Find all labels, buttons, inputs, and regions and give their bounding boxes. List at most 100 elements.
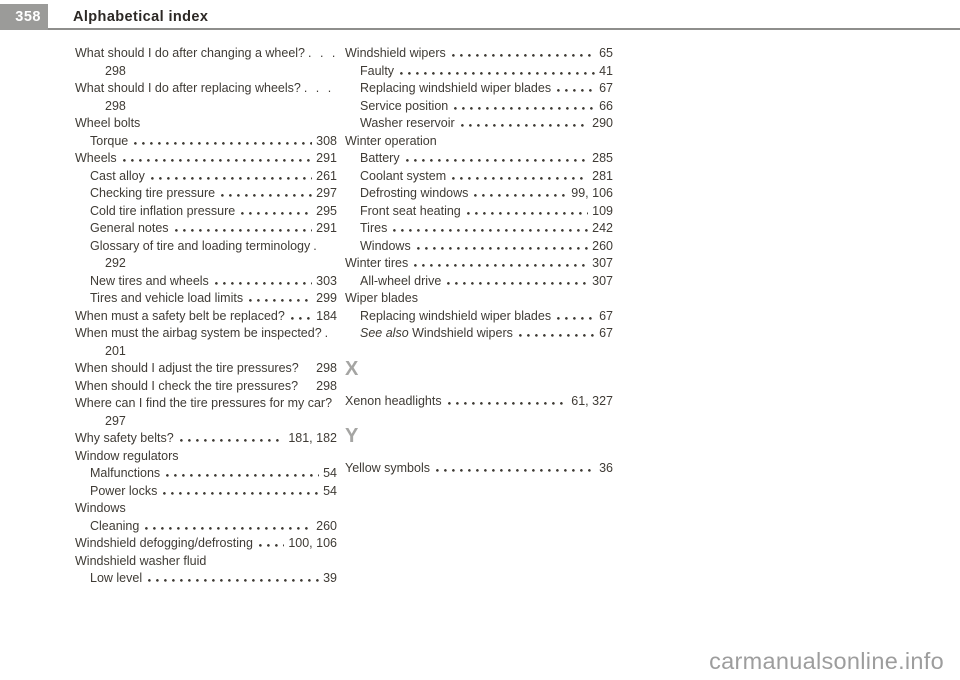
entry-line: Winter operation [345, 133, 613, 151]
entry-label: Yellow symbols [345, 461, 430, 475]
entry-line: Window regulators [75, 448, 337, 466]
entry-line: Where can I find the tire pressures for … [75, 395, 337, 413]
index-entry: Windshield defogging/defrosting 100, 106 [75, 535, 337, 553]
entry-page-number: 67 [599, 81, 613, 95]
page-number-badge: 358 [0, 4, 48, 30]
index-columns: What should I do after changing a wheel?… [75, 45, 613, 588]
dot-leader [516, 334, 596, 337]
entry-line: When should I check the tire pressures? 2… [75, 378, 337, 396]
entry-label: Cleaning [90, 518, 140, 533]
entry-page-number: 67 [599, 308, 613, 323]
dot-leader [414, 246, 589, 250]
entry-page-number: 261 [316, 168, 337, 183]
index-entry: When should I check the tire pressures? 2… [75, 378, 337, 396]
entry-page-number: 100, 106 [288, 536, 337, 550]
dot-leader [247, 299, 313, 302]
index-entry: Battery 285 [345, 150, 613, 168]
entry-label: When must a safety belt be replaced? [75, 308, 285, 323]
entry-page-number: 295 [316, 203, 337, 218]
entry-label: Cast alloy [90, 168, 145, 183]
dot-leader [256, 544, 285, 547]
entry-page-number: 61, 327 [571, 393, 613, 408]
entry-label: Windows [360, 238, 411, 253]
index-entry: When must a safety belt be replaced? 184 [75, 308, 337, 326]
index-entry: Low level 39 [75, 570, 337, 588]
entry-label: Faulty [360, 63, 395, 78]
entry-page-number: 303 [316, 273, 337, 288]
entry-page-number: 201 [105, 343, 126, 358]
index-entry: What should I do after changing a wheel?… [75, 45, 337, 80]
entry-line: Windows 260 [360, 238, 613, 256]
index-group-heading: Wiper blades [345, 290, 613, 308]
index-entry: Coolant system 281 [345, 168, 613, 186]
index-entry: Cast alloy 261 [75, 168, 337, 186]
entry-label: Xenon headlights [345, 393, 442, 408]
entry-line: Malfunctions 54 [90, 465, 337, 483]
entry-line: Coolant system 281 [360, 168, 613, 186]
section-letter: Y [345, 425, 359, 447]
entry-line: Yellow symbols 36 [345, 460, 613, 478]
entry-line: Xenon headlights 61, 327 [345, 393, 613, 411]
entry-label: Where can I find the tire pressures for … [75, 396, 333, 410]
entry-label: Torque [90, 133, 129, 148]
entry-line: Replacing windshield wiper blades 67 [360, 308, 613, 326]
entry-label: Replacing windshield wiper blades [360, 308, 552, 323]
entry-label: Defrosting windows [360, 186, 469, 200]
entry-label: Glossary of tire and loading terminology [90, 238, 311, 253]
dot-leader: . . . [303, 81, 334, 95]
index-column-left: What should I do after changing a wheel?… [75, 45, 337, 588]
entry-line: Low level 39 [90, 570, 337, 588]
dot-leader [452, 106, 596, 110]
entry-label: When should I check the tire pressures? [75, 378, 299, 393]
entry-line: What should I do after replacing wheels?… [75, 80, 337, 98]
dot-leader [412, 264, 589, 267]
entry-page-number: 291 [316, 221, 337, 235]
entry-label: Window regulators [75, 448, 179, 463]
index-group-heading: Winter operation [345, 133, 613, 151]
entry-page-number: 307 [592, 273, 613, 288]
index-entry: Washer reservoir 290 [345, 115, 613, 133]
entry-page-number: 299 [316, 291, 337, 305]
entry-label: Battery [360, 151, 400, 165]
entry-page-number: 99, 106 [571, 186, 613, 200]
entry-page-number: 65 [599, 46, 613, 60]
entry-page-number: 260 [316, 518, 337, 533]
index-entry: Cleaning 260 [75, 518, 337, 536]
entry-line: Windshield defogging/defrosting 100, 106 [75, 535, 337, 553]
entry-line: Cast alloy 261 [90, 168, 337, 186]
entry-label: Winter tires [345, 256, 409, 270]
dot-leader [212, 281, 313, 285]
dot-leader [472, 194, 568, 197]
entry-line: Cold tire inflation pressure 295 [90, 203, 337, 221]
index-entry: General notes 291 [75, 220, 337, 238]
entry-page-number: 54 [323, 483, 337, 498]
entry-page-number: 181, 182 [288, 431, 337, 445]
index-entry: When must the airbag system be inspected… [75, 325, 337, 360]
index-entry: Tires 242 [345, 220, 613, 238]
entry-page-number: 109 [592, 203, 613, 218]
index-entry: Windows 260 [345, 238, 613, 256]
index-entry: Defrosting windows 99, 106 [345, 185, 613, 203]
dot-leader [445, 281, 589, 285]
entry-line: Wheels 291 [75, 150, 337, 168]
entry-label: General notes [90, 221, 169, 235]
index-group-heading: Windows [75, 500, 337, 518]
entry-line: All-wheel drive 307 [360, 273, 613, 291]
index-entry: Yellow symbols 36 [345, 460, 613, 478]
entry-line: Defrosting windows 99, 106 [360, 185, 613, 203]
entry-page-number: 290 [592, 116, 613, 130]
index-entry: Checking tire pressure 297 [75, 185, 337, 203]
index-entry: All-wheel drive 307 [345, 273, 613, 291]
dot-leader [458, 124, 589, 127]
dot-leader [434, 469, 596, 472]
entry-label: Windshield wipers [345, 46, 446, 60]
index-entry: Winter tires 307 [345, 255, 613, 273]
entry-line: Wheel bolts [75, 115, 337, 133]
entry-line: Windshield washer fluid [75, 553, 337, 571]
index-entry: Tires and vehicle load limits 299 [75, 290, 337, 308]
dot-leader [398, 71, 596, 75]
entry-label: Tires and vehicle load limits [90, 291, 244, 305]
entry-page-number: 307 [592, 256, 613, 270]
entry-line: Service position 66 [360, 98, 613, 116]
index-entry: When should I adjust the tire pressures?… [75, 360, 337, 378]
